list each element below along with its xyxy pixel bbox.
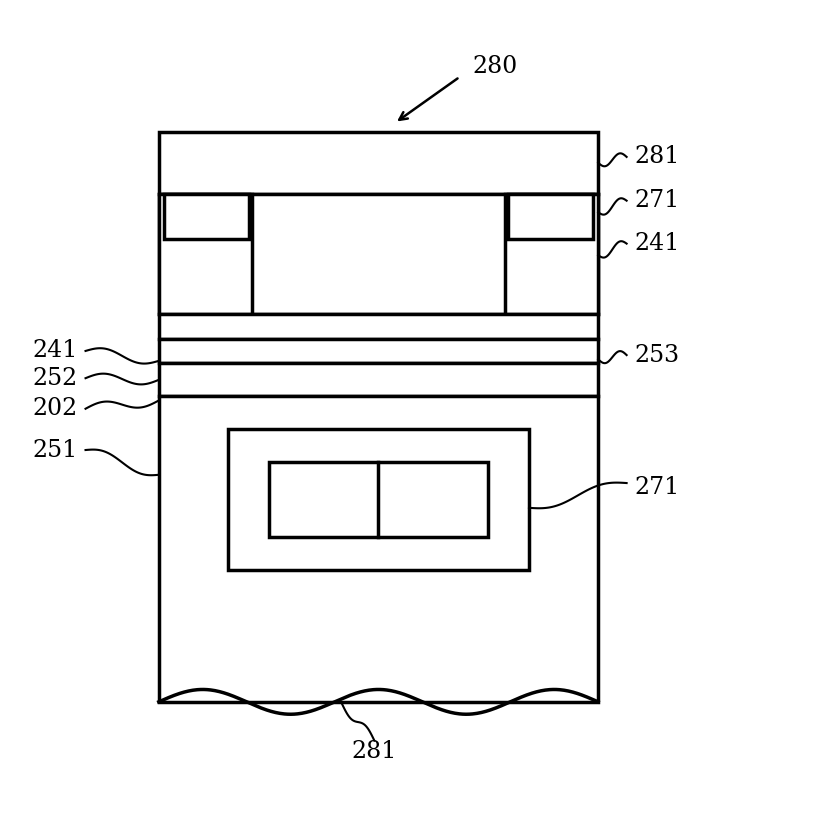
Text: 271: 271 xyxy=(635,475,680,499)
Bar xyxy=(228,430,529,570)
Text: 251: 251 xyxy=(32,439,77,461)
Text: 202: 202 xyxy=(32,397,77,420)
Text: 281: 281 xyxy=(635,145,680,168)
Text: 241: 241 xyxy=(635,232,680,255)
Text: 271: 271 xyxy=(635,189,680,212)
Text: 253: 253 xyxy=(635,344,680,367)
Bar xyxy=(159,194,598,314)
Bar xyxy=(269,462,488,537)
Text: 281: 281 xyxy=(352,740,397,763)
Bar xyxy=(159,364,598,396)
Text: 280: 280 xyxy=(472,54,517,78)
Text: 241: 241 xyxy=(32,339,77,363)
Bar xyxy=(508,194,593,239)
Bar xyxy=(159,132,598,194)
Bar xyxy=(159,314,598,339)
Bar xyxy=(505,194,598,314)
Bar xyxy=(159,396,598,702)
Bar xyxy=(159,194,252,314)
Bar xyxy=(159,339,598,364)
Text: 252: 252 xyxy=(32,367,77,389)
Bar xyxy=(164,194,249,239)
